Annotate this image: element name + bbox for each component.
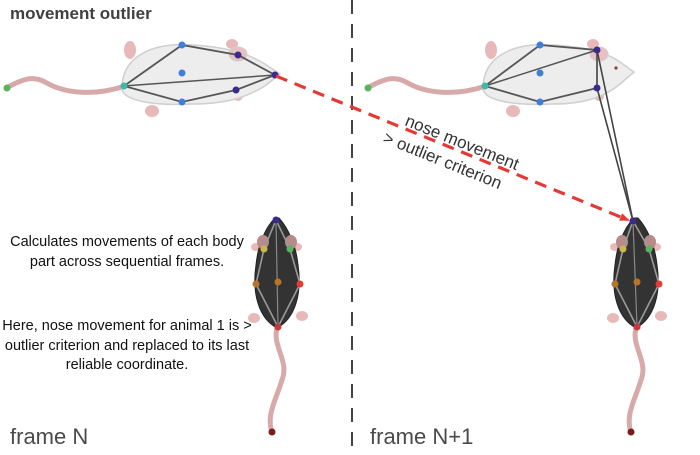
- keypoint-ear-left: [234, 51, 242, 59]
- keypoint-tail-base: [120, 82, 128, 90]
- outlier-skeleton-line: [596, 49, 634, 222]
- keypoint-tail-end: [3, 84, 11, 92]
- nose-movement-arrow: [275, 74, 630, 222]
- rat-tail: [626, 322, 646, 435]
- keypoint-ear-right: [593, 84, 601, 92]
- rat-tail: [267, 322, 287, 435]
- keypoint-lat-left: [611, 280, 619, 288]
- keypoint-ear-left: [593, 46, 601, 54]
- keypoint-center: [274, 278, 282, 286]
- keypoint-nose: [272, 216, 280, 224]
- keypoint-lat-left: [536, 41, 544, 49]
- description-paragraph-2: Here, nose movement for animal 1 is > ou…: [2, 318, 252, 373]
- keypoint-tail-base: [481, 82, 489, 90]
- diagram-title: movement outlier: [10, 4, 152, 23]
- keypoint-ear-right: [645, 245, 653, 253]
- keypoint-lat-left: [252, 280, 260, 288]
- rat-front-foot: [587, 39, 599, 49]
- skeleton-line: [275, 219, 279, 328]
- outlier-skeleton-line: [596, 87, 634, 222]
- rat-paw: [607, 313, 619, 323]
- keypoint-lat-right: [536, 98, 544, 106]
- keypoint-ear-right: [232, 86, 240, 94]
- keypoint-lat-left: [178, 41, 186, 49]
- skeleton-lines: [484, 44, 598, 103]
- skeleton-line: [632, 220, 638, 328]
- frame-n1-label: frame N+1: [370, 424, 474, 449]
- keypoint-lat-right: [178, 98, 186, 106]
- frame-n-label: frame N: [10, 424, 89, 449]
- rat-tail: [364, 76, 489, 95]
- rat-hind-foot: [506, 105, 520, 117]
- keypoint-tail-end: [364, 84, 372, 92]
- dark-rat-frame-n1: [607, 217, 667, 436]
- keypoint-tail-base: [633, 323, 641, 331]
- keypoint-nose: [629, 217, 637, 225]
- keypoint-lat-right: [655, 280, 663, 288]
- rat-hind-foot: [145, 105, 159, 117]
- skeleton-line: [123, 74, 276, 87]
- keypoint-center: [178, 69, 186, 77]
- keypoint-lat-right: [296, 280, 304, 288]
- rat-paw: [248, 313, 260, 323]
- keypoint-center: [633, 278, 641, 286]
- rat-hind-foot: [124, 41, 136, 59]
- rat-hind-foot: [485, 41, 497, 59]
- rat-body: [121, 43, 282, 106]
- keypoint-ear-left: [619, 245, 627, 253]
- white-rat-frame-n1: [364, 39, 636, 222]
- rat-front-foot: [226, 39, 238, 49]
- keypoint-tail-end: [268, 428, 276, 436]
- skeleton-line: [484, 49, 598, 87]
- white-rat-frame-n: [3, 39, 282, 117]
- dark-rat-frame-n: [248, 216, 308, 436]
- rat-eye: [614, 66, 618, 70]
- keypoint-ear-left: [260, 245, 268, 253]
- rat-tail: [3, 76, 128, 95]
- keypoint-tail-end: [627, 428, 635, 436]
- rat-body: [482, 43, 636, 106]
- keypoint-ear-right: [286, 245, 294, 253]
- keypoint-tail-base: [274, 323, 282, 331]
- keypoint-center: [536, 69, 544, 77]
- rat-paw: [296, 311, 308, 321]
- description-paragraph-1: Calculates movements of each body part a…: [10, 234, 244, 270]
- rat-paw: [655, 311, 667, 321]
